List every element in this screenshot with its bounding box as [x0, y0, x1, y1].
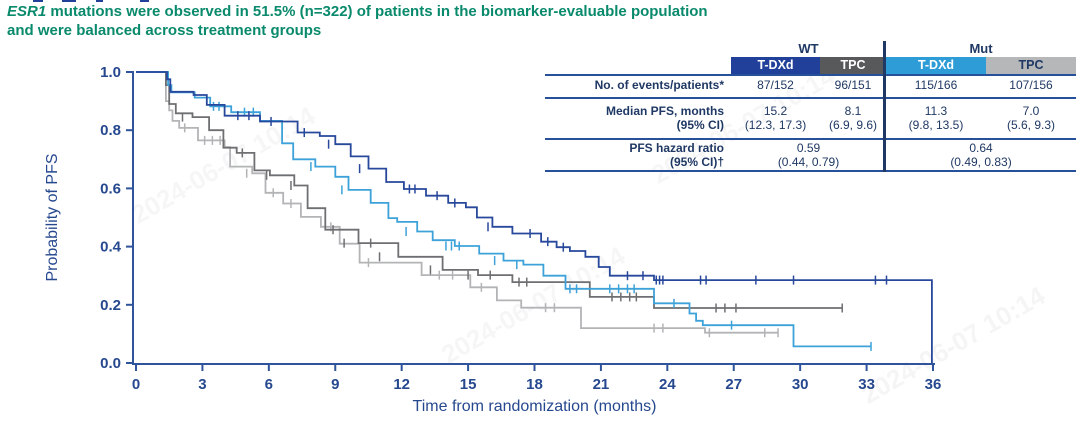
y-tick-label: 0.2 [100, 297, 121, 314]
title-line-1: ESR1 mutations were observed in 51.5% (n… [7, 2, 708, 21]
table-rule [545, 138, 1076, 140]
median-ci: (12.3, 17.3) [744, 117, 807, 132]
median-ci: (5.6, 9.3) [1006, 117, 1056, 132]
y-tick-label: 1.0 [100, 64, 121, 81]
km-curve-mut-tpc [136, 71, 778, 334]
x-tick-label: 9 [331, 376, 339, 393]
cropped-text-fragment [62, 0, 76, 2]
km-curve-mut-t-dxd [136, 71, 871, 348]
title-line-2: and were balanced across treatment group… [7, 22, 322, 39]
row-label-median-pfs: Median PFS, months (95% CI) [545, 97, 731, 140]
col-header-mut-tdxd: T-DXd [886, 57, 986, 74]
x-tick-label: 18 [526, 376, 543, 393]
km-curve-wt-tpc [136, 71, 843, 309]
events-wt-tpc: 96/151 [834, 77, 872, 92]
median-wt-tdxd: 15.2 (12.3, 17.3) [731, 97, 820, 140]
results-table: WT Mut T-DXd TPC T-DXd TPC No. of events… [545, 41, 1076, 172]
hr-wt: 0.59 (0.44, 0.79) [731, 140, 886, 172]
median-ci: (9.8, 13.5) [908, 117, 964, 132]
y-tick-label: 0.4 [100, 239, 122, 256]
events-mut-tdxd: 115/166 [914, 77, 958, 92]
x-tick-label: 24 [659, 376, 676, 393]
y-tick-label: 0.6 [100, 180, 121, 197]
table-rule [545, 170, 1076, 172]
x-tick-label: 3 [198, 376, 206, 393]
median-mut-tpc: 7.0 (5.6, 9.3) [986, 97, 1076, 140]
table-rule [545, 74, 1076, 76]
row-label-hazard-ratio: PFS hazard ratio (95% CI)† [545, 140, 731, 172]
hr-label-line2: (95% CI)† [669, 155, 724, 169]
hr-mut: 0.64 (0.49, 0.83) [886, 140, 1076, 172]
table-rule [545, 97, 1076, 99]
x-tick-label: 33 [858, 376, 875, 393]
cropped-text-fragment [140, 0, 149, 2]
events-wt-tdxd: 87/152 [757, 77, 794, 92]
median-ci: (6.9, 9.6) [828, 117, 878, 132]
x-tick-label: 12 [393, 376, 410, 393]
median-wt-tpc: 8.1 (6.9, 9.6) [820, 97, 886, 140]
events-mut-tpc: 107/156 [1009, 77, 1053, 92]
title-line-1-rest: mutations were observed in 51.5% (n=322)… [46, 3, 708, 20]
row-label-events: No. of events/patients* [594, 77, 724, 92]
x-tick-label: 27 [725, 376, 742, 393]
group-header-wt: WT [798, 41, 819, 57]
median-value: 7.0 [1022, 103, 1040, 118]
col-header-wt-tpc: TPC [820, 57, 886, 74]
x-tick-label: 30 [792, 376, 809, 393]
col-header-mut-tpc: TPC [986, 57, 1076, 74]
y-tick-label: 0.8 [100, 122, 121, 139]
wt-mut-divider [883, 41, 886, 172]
x-tick-label: 6 [265, 376, 273, 393]
hr-label-line1: PFS hazard ratio [629, 141, 724, 156]
hr-value: 0.64 [969, 141, 993, 156]
group-header-mut: Mut [969, 41, 993, 57]
page-title: ESR1 mutations were observed in 51.5% (n… [7, 2, 708, 40]
median-value: 11.3 [924, 103, 948, 118]
median-label-line2: (95% CI) [676, 117, 724, 132]
cropped-text-fragment [96, 0, 103, 2]
col-header-wt-tdxd: T-DXd [731, 57, 820, 74]
x-axis-title: Time from randomization (months) [413, 398, 657, 415]
median-label-line1: Median PFS, months [605, 103, 724, 118]
x-tick-label: 0 [132, 376, 140, 393]
median-mut-tdxd: 11.3 (9.8, 13.5) [886, 97, 986, 140]
median-value: 8.1 [844, 103, 862, 118]
x-tick-label: 21 [593, 376, 610, 393]
hr-ci: (0.44, 0.79) [777, 155, 840, 169]
x-tick-label: 36 [925, 376, 942, 393]
x-tick-label: 15 [460, 376, 477, 393]
km-curve-wt-t-dxd [136, 71, 933, 363]
cropped-text-fragment [33, 0, 43, 2]
hr-value: 0.59 [796, 141, 821, 156]
hr-ci: (0.49, 0.83) [950, 155, 1012, 169]
y-tick-label: 0.0 [100, 355, 121, 372]
title-gene-italic: ESR1 [7, 3, 47, 20]
y-axis-title: Probability of PFS [44, 153, 61, 281]
median-value: 15.2 [763, 103, 788, 118]
